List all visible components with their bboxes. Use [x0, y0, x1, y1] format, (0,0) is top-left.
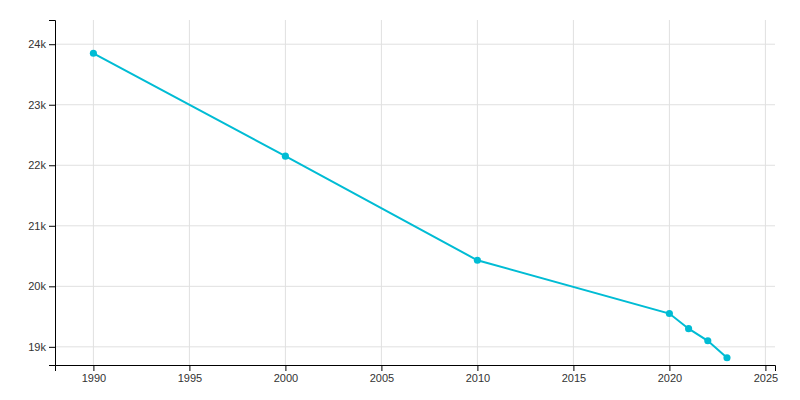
tick: 2015: [562, 365, 586, 384]
tick-mark: [573, 365, 574, 371]
tick-mark: [49, 44, 55, 45]
axis-line: [49, 21, 56, 366]
tick-label: 2000: [274, 372, 298, 384]
tick-label: 2015: [562, 372, 586, 384]
tick-label: 24k: [28, 38, 46, 50]
point: [474, 257, 481, 264]
grid-line: [285, 20, 286, 365]
tick-mark: [49, 286, 55, 287]
tick: 1990: [82, 365, 106, 384]
tick: 1995: [178, 365, 202, 384]
tick-mark: [669, 365, 670, 371]
tick: 22k: [28, 159, 55, 171]
tick: 2000: [274, 365, 298, 384]
x-axis: 1990 1995 2000 2005 2010 2015 2020 2025: [56, 365, 779, 384]
tick: 21k: [28, 220, 55, 232]
axis-line: [56, 366, 776, 372]
tick-mark: [93, 365, 94, 371]
tick-mark: [49, 226, 55, 227]
tick-label: 2010: [466, 372, 490, 384]
point: [685, 325, 692, 332]
tick-label: 23k: [28, 99, 46, 111]
grid-line: [477, 20, 478, 365]
tick: 19k: [28, 341, 55, 353]
point: [723, 354, 730, 361]
tick: 23k: [28, 99, 55, 111]
grid-line: [189, 20, 190, 365]
tick-label: 2005: [370, 372, 394, 384]
tick-label: 2025: [754, 372, 778, 384]
grid-line: [93, 20, 94, 365]
grid-line: [381, 20, 382, 365]
tick-label: 20k: [28, 280, 46, 292]
tick-label: 19k: [28, 341, 46, 353]
tick-label: 22k: [28, 159, 46, 171]
tick: 20k: [28, 280, 55, 292]
grid-line: [573, 20, 574, 365]
tick: 24k: [28, 38, 55, 50]
tick-mark: [765, 365, 766, 371]
grid-line: [55, 44, 775, 45]
tick-mark: [49, 347, 55, 348]
tick-label: 2020: [658, 372, 682, 384]
tick-mark: [285, 365, 286, 371]
line: [93, 53, 727, 357]
tick-label: 1990: [82, 372, 106, 384]
tick-mark: [189, 365, 190, 371]
grid-line: [55, 346, 775, 347]
tick: 2020: [658, 365, 682, 384]
point: [666, 310, 673, 317]
chart: 1990 1995 2000 2005 2010 2015 2020 2025 19k 20k 21…: [0, 0, 800, 400]
point: [90, 50, 97, 57]
tick-mark: [49, 165, 55, 166]
grid-line: [765, 20, 766, 365]
grid: [55, 20, 775, 365]
point: [282, 153, 289, 160]
plot-area: [90, 50, 731, 362]
tick-label: 21k: [28, 220, 46, 232]
tick-label: 1995: [178, 372, 202, 384]
tick: 2005: [370, 365, 394, 384]
tick-mark: [381, 365, 382, 371]
grid-line: [55, 104, 775, 105]
tick: 2010: [466, 365, 490, 384]
grid-line: [55, 286, 775, 287]
tick-mark: [477, 365, 478, 371]
y-axis: 19k 20k 21k 22k 23k 24k: [28, 21, 55, 366]
point: [704, 337, 711, 344]
grid-line: [55, 165, 775, 166]
tick-mark: [49, 105, 55, 106]
tick: 2025: [754, 365, 778, 384]
